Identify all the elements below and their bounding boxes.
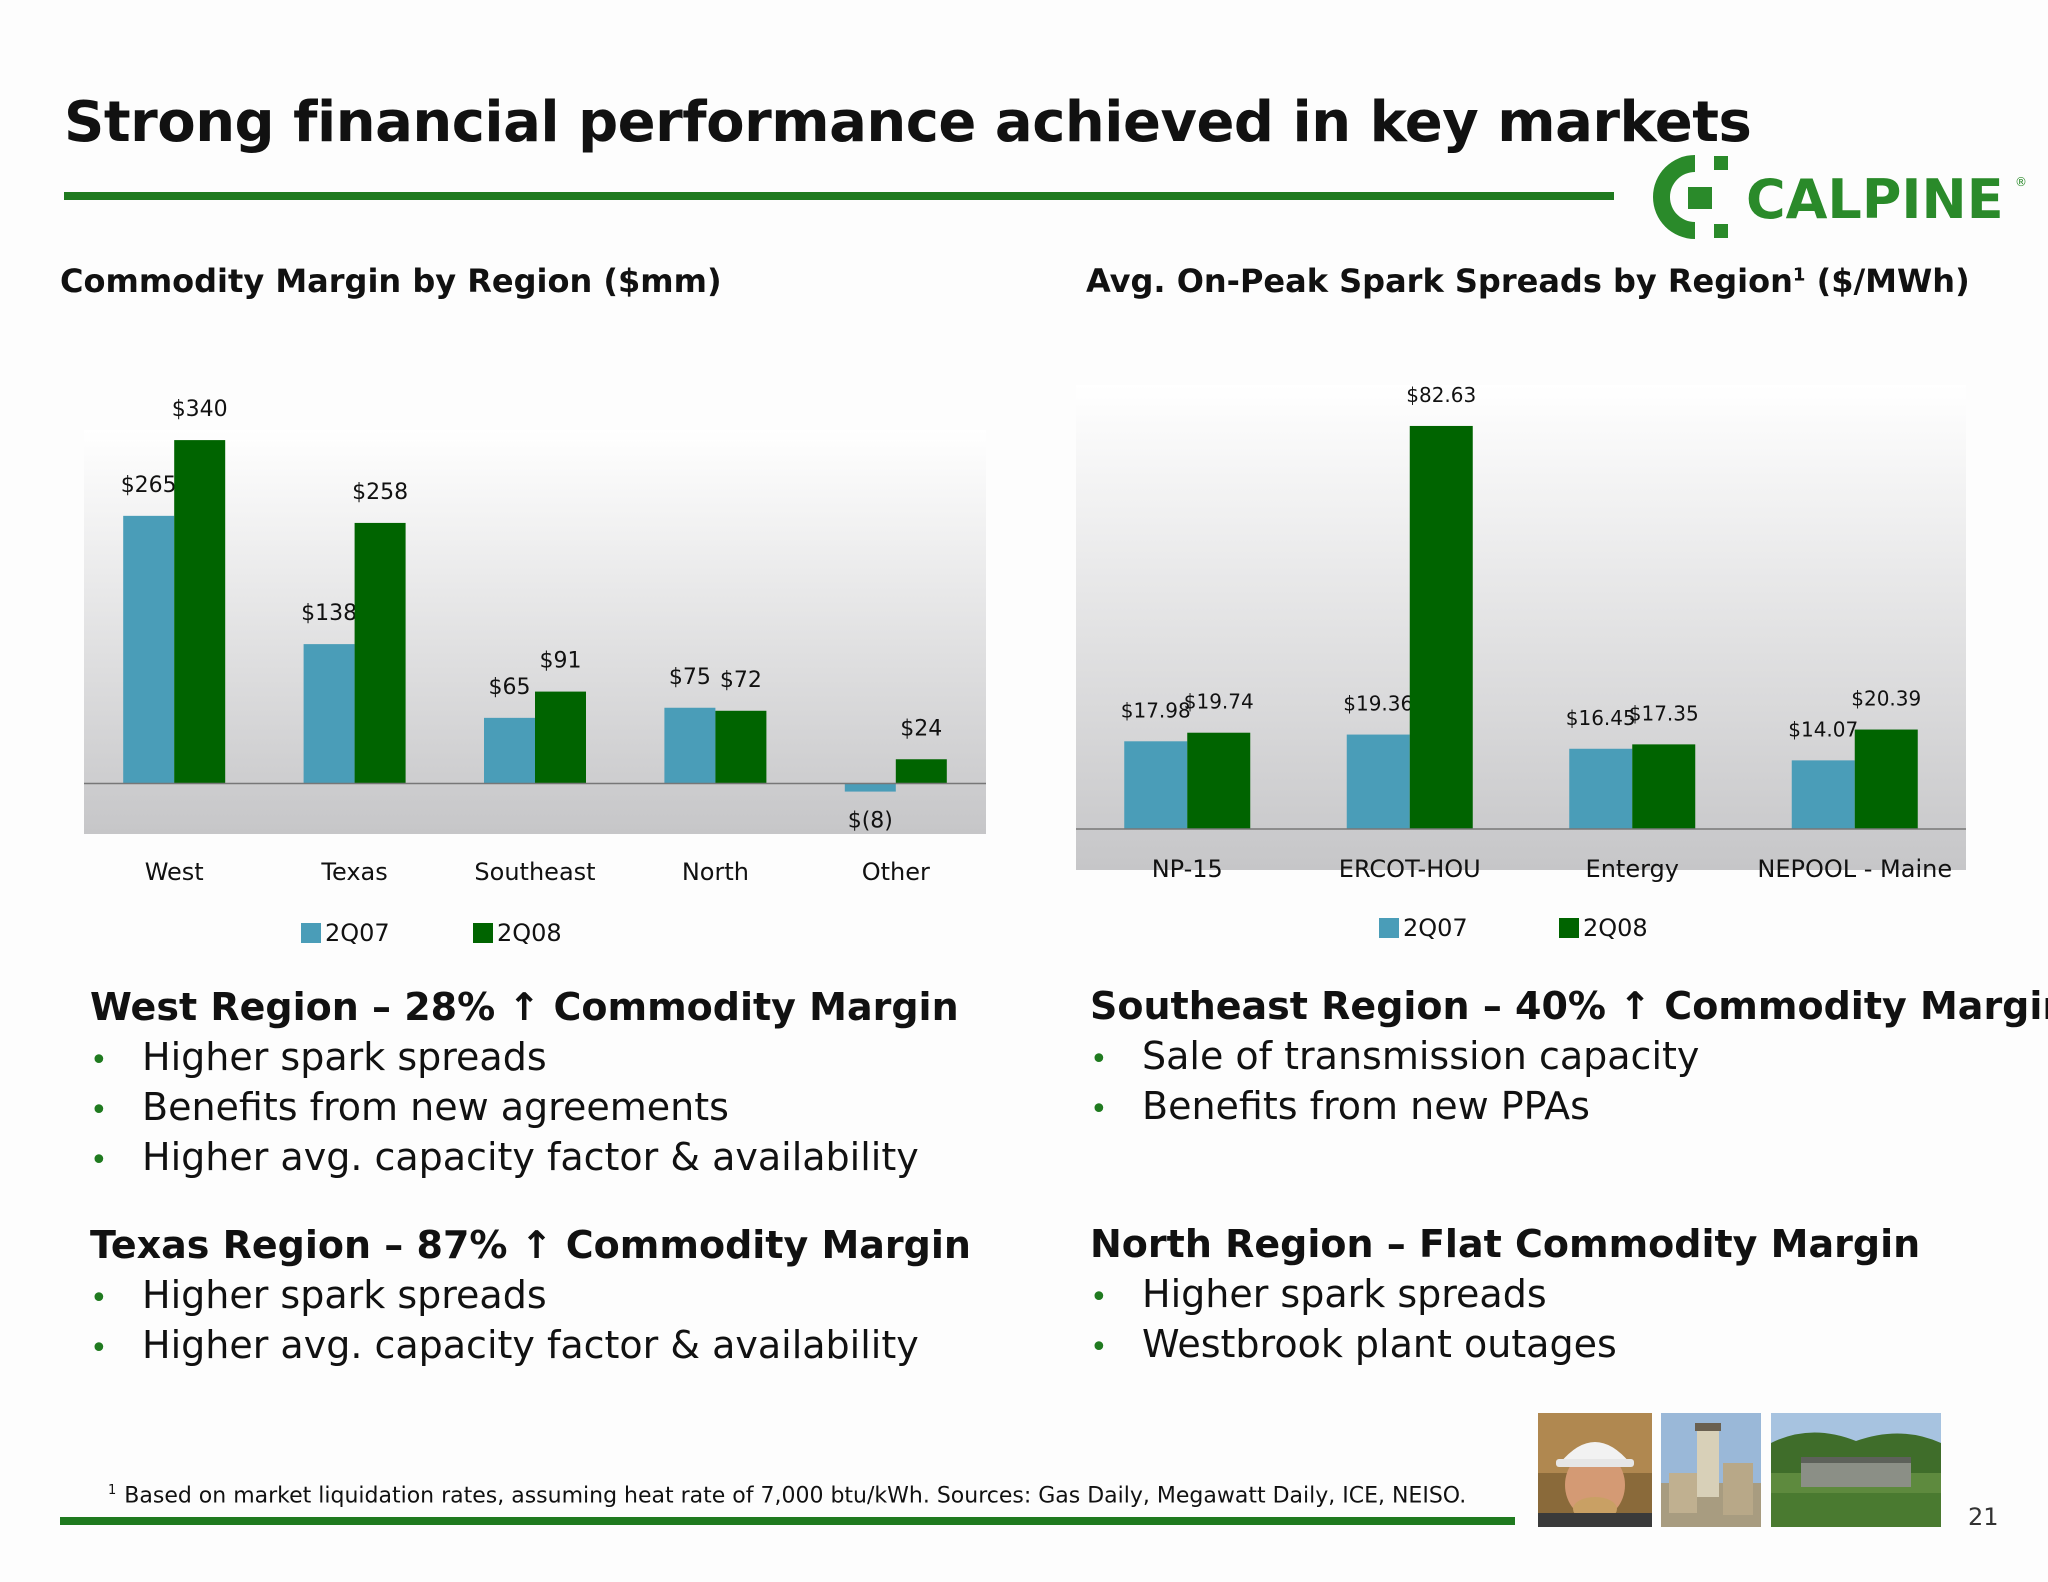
list-item: • Higher spark spreads [90,1273,547,1317]
right-chart-heading-footnote-mark: 1 [1792,264,1806,286]
data-label: $24 [900,716,942,741]
category-label: Other [862,858,930,886]
category-label: ERCOT-HOU [1339,855,1481,883]
legend-swatch-2q08 [473,923,493,943]
page-title: Strong financial performance achieved in… [64,90,1752,155]
title-rule [64,192,1614,200]
data-label: $17.98 [1121,698,1191,722]
calpine-logo: CALPINE ® [1650,150,2030,245]
power-plant-photo [1661,1413,1761,1527]
data-label: $340 [172,397,228,422]
list-item: • Higher spark spreads [1090,1272,1547,1316]
bar-2q07-ercot-hou [1346,734,1410,829]
data-label: $91 [540,649,582,674]
bar-2q08-texas [354,522,406,784]
right-chart-heading-main: Avg. On-Peak Spark Spreads by Region [1086,262,1793,300]
logo-text: CALPINE [1746,168,2004,231]
logo-registered-mark: ® [2015,175,2027,189]
category-label: NEPOOL - Maine [1757,855,1952,883]
bar-2q08-west [174,440,226,784]
list-item: • Higher avg. capacity factor & availabil… [90,1135,919,1179]
bar-2q07-nepool-maine [1791,760,1855,829]
bar-2q08-ercot-hou [1409,425,1473,829]
bar-2q08-north [715,710,767,784]
list-item: • Higher spark spreads [90,1035,547,1079]
bar-2q07-entergy [1569,748,1633,829]
data-label: $138 [301,601,357,626]
list-item: • Benefits from new agreements [90,1085,729,1129]
data-label: $75 [669,665,711,690]
north-section-title: North Region – Flat Commodity Margin [1090,1222,1921,1266]
legend-label-2q07: 2Q07 [1403,914,1468,940]
facility-landscape-photo [1771,1413,1941,1527]
list-item: • Benefits from new PPAs [1090,1084,1590,1128]
footnote: 1 Based on market liquidation rates, assu… [108,1483,1466,1508]
data-label: $72 [720,668,762,693]
west-section-title: West Region – 28% ↑ Commodity Margin [90,985,959,1029]
list-item: • Westbrook plant outages [1090,1322,1617,1366]
bar-2q07-np-15 [1124,741,1188,829]
texas-section: Texas Region – 87% ↑ Commodity Margin • H… [90,1223,971,1367]
list-item: • Sale of transmission capacity [1090,1034,1700,1078]
legend-swatch-2q08 [1559,918,1579,938]
data-label: $19.36 [1343,692,1413,716]
west-section: West Region – 28% ↑ Commodity Margin • Hi… [90,985,959,1179]
category-label: Texas [320,858,387,886]
data-label: $19.74 [1184,690,1254,714]
data-label: $65 [489,675,531,700]
right-chart-heading-units: ($/MWh) [1816,262,1970,300]
page-number: 21 [1968,1503,1999,1531]
footnote-mark: 1 [108,1483,117,1498]
bar-2q08-np-15 [1187,732,1251,829]
data-label: $14.07 [1788,717,1858,741]
category-label: Entergy [1586,855,1679,883]
data-label: $20.39 [1851,687,1921,711]
category-label: North [682,858,749,886]
category-label: Southeast [474,858,595,886]
data-label: $265 [121,473,177,498]
left-chart-heading: Commodity Margin by Region ($mm) [60,262,722,300]
worker-photo [1538,1413,1652,1527]
data-label: $82.63 [1406,383,1476,407]
category-label: NP-15 [1152,855,1223,883]
texas-section-title: Texas Region – 87% ↑ Commodity Margin [90,1223,971,1267]
data-label: $(8) [848,809,893,834]
footnote-text: Based on market liquidation rates, assum… [124,1483,1467,1509]
list-item: • Higher avg. capacity factor & availabil… [90,1323,919,1367]
bar-2q07-southeast [484,717,535,784]
bar-2q08-southeast [535,691,586,784]
legend-swatch-2q07 [1379,918,1399,938]
southeast-section: Southeast Region – 40% ↑ Commodity Margi… [1090,984,2048,1128]
legend-swatch-2q07 [301,923,321,943]
bar-2q07-other [844,783,896,792]
right-chart-heading: Avg. On-Peak Spark Spreads by Region1 ($… [1086,262,1970,300]
commodity-margin-chart: $265 $340 $138 $258 $65 $91 $75 $72 $(8) $24 West… [84,397,986,947]
bar-2q08-nepool-maine [1854,729,1918,829]
data-label: $258 [352,480,408,505]
data-label: $16.45 [1566,706,1636,730]
footer-rule [60,1517,1515,1525]
bar-2q07-west [123,515,175,784]
legend-label-2q08: 2Q08 [497,919,562,947]
legend-label-2q08: 2Q08 [1583,914,1648,940]
north-section: North Region – Flat Commodity Margin • Hi… [1090,1222,1920,1366]
bar-2q08-other [895,759,947,784]
bar-2q07-texas [303,644,355,784]
data-label: $17.35 [1629,701,1699,725]
spark-spreads-chart: $17.98$19.74 $19.36 $82.63 $16.45$17.35 $14.… [1076,383,1966,940]
category-label: West [145,858,204,886]
bar-2q08-entergy [1632,744,1696,829]
legend-label-2q07: 2Q07 [325,919,390,947]
southeast-section-title: Southeast Region – 40% ↑ Commodity Margi… [1090,984,2048,1028]
bar-2q07-north [664,707,716,784]
